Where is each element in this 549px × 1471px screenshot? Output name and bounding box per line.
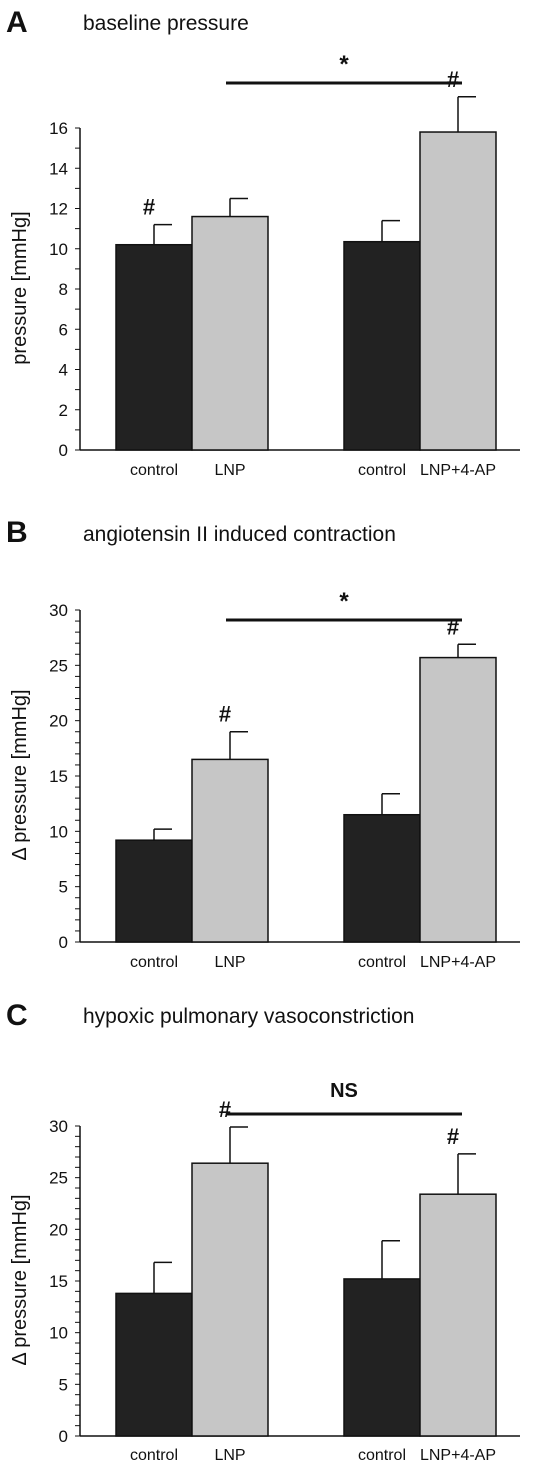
y-tick-label: 10 [49, 1324, 68, 1343]
bar-treatment [191, 1162, 269, 1437]
bar-treatment [191, 758, 269, 943]
x-category-label: LNP [214, 954, 245, 971]
y-tick-label: 0 [59, 1427, 68, 1446]
chart-title: baseline pressure [83, 12, 249, 35]
y-tick-label: 30 [49, 1117, 68, 1136]
y-tick-label: 2 [59, 401, 68, 420]
significance-mark: # [219, 1097, 231, 1122]
y-tick-label: 15 [49, 1272, 68, 1291]
panel-letter: A [6, 6, 28, 39]
panel-letter: B [6, 516, 28, 549]
y-tick-label: 12 [49, 200, 68, 219]
significance-mark: # [219, 702, 231, 727]
bar-control [343, 240, 421, 451]
y-tick-label: 0 [59, 441, 68, 460]
y-tick-label: 0 [59, 933, 68, 952]
y-tick-label: 6 [59, 320, 68, 339]
x-category-label: control [130, 954, 178, 971]
y-axis-label: Δ pressure [mmHg] [9, 1194, 31, 1365]
y-tick-label: 30 [49, 601, 68, 620]
comparison-label: * [339, 51, 349, 78]
comparison-label: NS [330, 1080, 358, 1102]
bar-control [115, 243, 193, 451]
y-tick-label: 15 [49, 767, 68, 786]
x-category-label: LNP [214, 462, 245, 479]
y-tick-label: 20 [49, 1220, 68, 1239]
x-category-label: control [130, 462, 178, 479]
significance-mark: # [143, 195, 155, 220]
bar-control [115, 839, 193, 943]
x-category-label: LNP+4-AP [420, 462, 496, 479]
bar-control [343, 813, 421, 943]
y-tick-label: 20 [49, 712, 68, 731]
y-tick-label: 14 [49, 159, 68, 178]
chart-title: angiotensin II induced contraction [83, 523, 396, 546]
x-category-label: LNP+4-AP [420, 1447, 496, 1464]
y-axis-label: Δ pressure [mmHg] [9, 689, 31, 860]
y-tick-label: 5 [59, 1375, 68, 1394]
y-tick-label: 10 [49, 822, 68, 841]
panel-letter: C [6, 999, 28, 1032]
x-category-label: control [358, 462, 406, 479]
significance-mark: # [447, 67, 459, 92]
bar-control [115, 1292, 193, 1437]
y-tick-label: 4 [59, 361, 68, 380]
y-tick-label: 25 [49, 1169, 68, 1188]
chart-title: hypoxic pulmonary vasoconstriction [83, 1005, 415, 1028]
bar-treatment [191, 215, 269, 451]
x-category-label: LNP+4-AP [420, 954, 496, 971]
x-category-label: control [130, 1447, 178, 1464]
y-tick-label: 25 [49, 656, 68, 675]
bar-control [343, 1278, 421, 1437]
x-category-label: control [358, 1447, 406, 1464]
x-category-label: control [358, 954, 406, 971]
bar-treatment [419, 1193, 497, 1437]
significance-mark: # [447, 1124, 459, 1149]
comparison-label: * [339, 588, 349, 615]
y-tick-label: 16 [49, 119, 68, 138]
y-axis-label: pressure [mmHg] [9, 211, 31, 364]
y-tick-label: 5 [59, 878, 68, 897]
y-tick-label: 8 [59, 280, 68, 299]
significance-mark: # [447, 614, 459, 639]
bar-treatment [419, 656, 497, 943]
bar-treatment [419, 131, 497, 451]
x-category-label: LNP [214, 1447, 245, 1464]
y-tick-label: 10 [49, 240, 68, 259]
